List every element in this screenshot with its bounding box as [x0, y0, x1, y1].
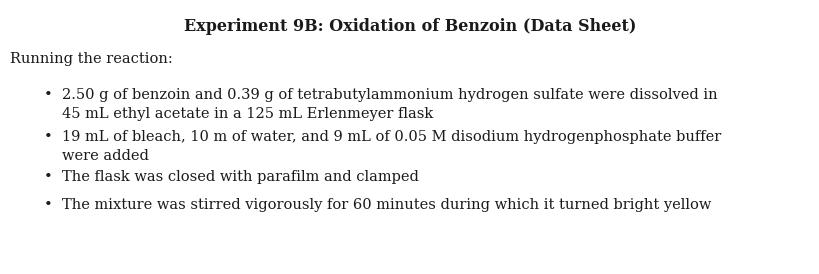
Text: The flask was closed with parafilm and clamped: The flask was closed with parafilm and c… — [62, 170, 419, 184]
Text: •: • — [43, 170, 52, 184]
Text: Experiment 9B: Oxidation of Benzoin (Data Sheet): Experiment 9B: Oxidation of Benzoin (Dat… — [183, 18, 636, 35]
Text: •: • — [43, 88, 52, 102]
Text: The mixture was stirred vigorously for 60 minutes during which it turned bright : The mixture was stirred vigorously for 6… — [62, 198, 711, 212]
Text: Running the reaction:: Running the reaction: — [10, 52, 173, 66]
Text: 2.50 g of benzoin and 0.39 g of tetrabutylammonium hydrogen sulfate were dissolv: 2.50 g of benzoin and 0.39 g of tetrabut… — [62, 88, 717, 121]
Text: •: • — [43, 130, 52, 144]
Text: •: • — [43, 198, 52, 212]
Text: 19 mL of bleach, 10 m of water, and 9 mL of 0.05 M disodium hydrogenphosphate bu: 19 mL of bleach, 10 m of water, and 9 mL… — [62, 130, 721, 163]
